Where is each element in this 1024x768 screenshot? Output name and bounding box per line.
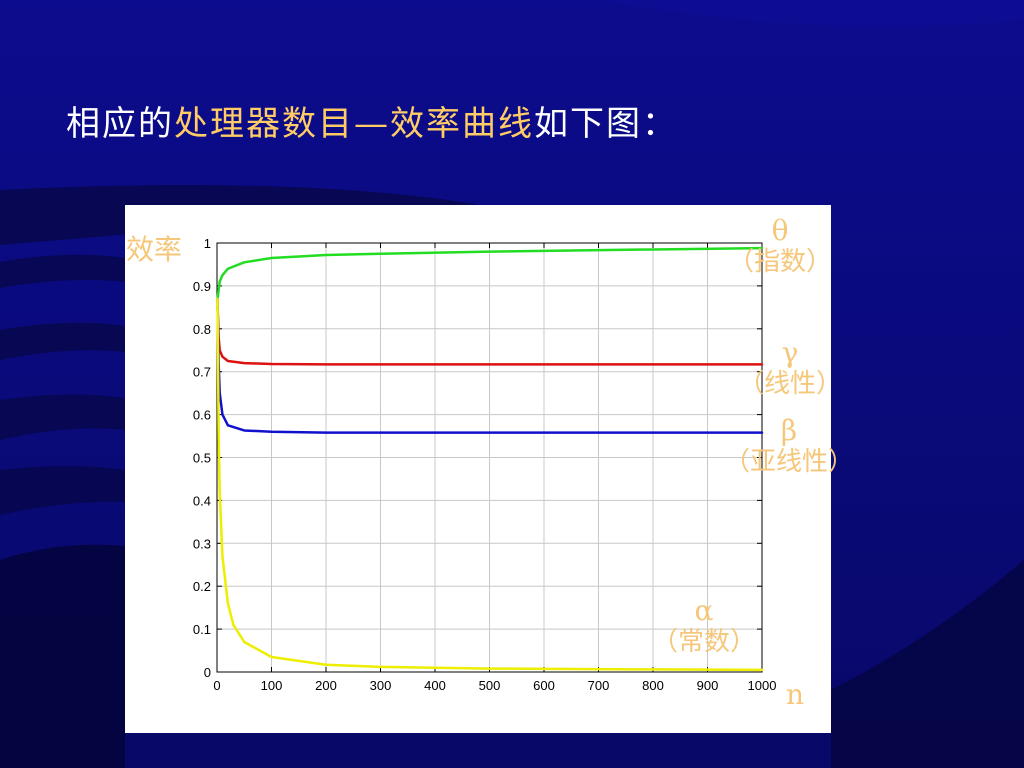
y-tick-label: 0.6 <box>193 408 211 423</box>
y-tick-label: 0.7 <box>193 365 211 380</box>
y-tick-label: 0.8 <box>193 322 211 337</box>
x-tick-label: 700 <box>588 678 610 693</box>
alpha-symbol: α <box>694 594 714 627</box>
x-tick-label: 1000 <box>748 678 777 693</box>
title-part-3: 如下图： <box>534 104 678 144</box>
x-tick-label: 200 <box>315 678 337 693</box>
theta-caption: （指数） <box>728 247 833 277</box>
beta-caption: （亚线性） <box>724 447 855 477</box>
slide-title: 相应的处理器数目—效率曲线如下图： <box>66 96 678 145</box>
y-axis-label: 效率 <box>126 233 183 266</box>
x-tick-label: 800 <box>642 678 664 693</box>
y-tick-label: 0.1 <box>193 622 211 637</box>
y-tick-label: 0.4 <box>193 493 211 508</box>
x-tick-label: 0 <box>213 678 220 693</box>
title-part-2: 处理器数目—效率曲线 <box>174 104 534 144</box>
x-tick-label: 600 <box>533 678 555 693</box>
y-tick-label: 0.2 <box>193 579 211 594</box>
gamma-caption: （线性） <box>738 369 843 399</box>
series-label-alpha: α （常数） <box>652 596 756 658</box>
y-tick-label: 0 <box>204 665 211 680</box>
beta-symbol: β <box>780 414 798 447</box>
x-tick-label: 100 <box>261 678 283 693</box>
chart-panel: 0 100 200 300 400 500 600 700 800 900 1000 0 0.1 0.2 0… <box>125 205 831 733</box>
x-tick-label: 300 <box>370 678 392 693</box>
gamma-symbol: γ <box>781 336 799 369</box>
series-line-0 <box>216 246 764 301</box>
y-tick-label: 1 <box>204 236 211 251</box>
y-tick-label: 0.3 <box>193 536 211 551</box>
series-line-3 <box>216 297 764 672</box>
x-axis-label: n <box>786 678 805 711</box>
title-part-1: 相应的 <box>66 104 174 144</box>
series-label-beta: β （亚线性） <box>724 416 854 478</box>
theta-symbol: θ <box>771 214 789 247</box>
series-label-gamma: γ （线性） <box>738 338 842 400</box>
x-tick-label: 400 <box>424 678 446 693</box>
x-tick-label: 900 <box>697 678 719 693</box>
alpha-caption: （常数） <box>652 627 757 657</box>
x-tick-label: 500 <box>479 678 501 693</box>
series-label-theta: θ （指数） <box>728 216 832 278</box>
y-tick-label: 0.9 <box>193 279 211 294</box>
efficiency-chart: 0 100 200 300 400 500 600 700 800 900 1000 0 0.1 0.2 0… <box>193 236 777 693</box>
y-tick-label: 0.5 <box>193 451 211 466</box>
